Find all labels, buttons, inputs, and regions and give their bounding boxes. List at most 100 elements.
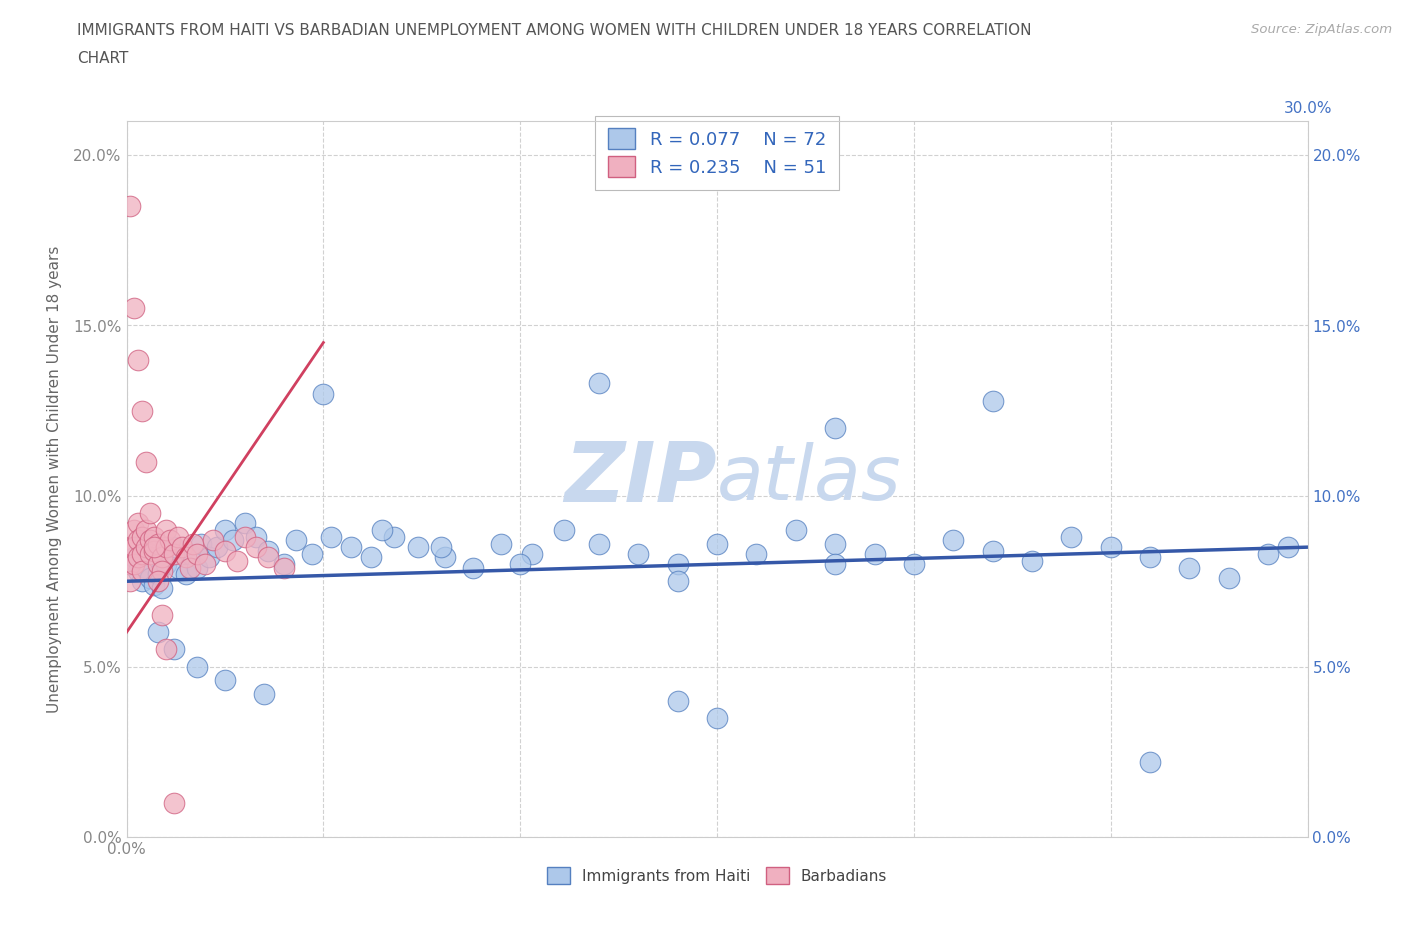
Point (903, 557, 925, 572)
Point (489, 537, 512, 551)
Point (588, 376, 610, 391)
Point (166, 529, 188, 544)
Point (257, 543, 280, 558)
Text: IMMIGRANTS FROM HAITI VS BARBADIAN UNEMPLOYMENT AMONG WOMEN WITH CHILDREN UNDER : IMMIGRANTS FROM HAITI VS BARBADIAN UNEMP… (77, 23, 1032, 38)
Point (321, 529, 343, 544)
Point (183, 537, 205, 551)
Text: Source: ZipAtlas.com: Source: ZipAtlas.com (1251, 23, 1392, 36)
Point (146, 537, 169, 551)
Point (627, 547, 650, 562)
Point (135, 455, 157, 470)
Point (127, 516, 149, 531)
Point (706, 711, 728, 725)
Point (225, 553, 247, 568)
Point (301, 547, 323, 562)
Point (520, 547, 543, 562)
Point (139, 570, 162, 585)
Point (139, 533, 162, 548)
Point (824, 537, 846, 551)
Point (284, 533, 307, 548)
Point (1178, 560, 1201, 575)
Point (127, 352, 149, 367)
Point (159, 533, 181, 548)
Point (124, 523, 146, 538)
Point (1099, 539, 1122, 554)
Point (139, 506, 162, 521)
Point (127, 533, 149, 548)
Point (127, 550, 149, 565)
Text: atlas: atlas (717, 442, 901, 516)
Point (1060, 529, 1083, 544)
Point (120, 557, 142, 572)
Point (202, 533, 225, 548)
Point (120, 574, 142, 589)
Point (143, 529, 166, 544)
Point (135, 560, 157, 575)
Point (131, 574, 153, 589)
Point (179, 547, 201, 562)
Point (371, 523, 394, 538)
Point (124, 557, 146, 572)
Point (1218, 570, 1240, 585)
Point (120, 199, 142, 214)
Point (190, 537, 212, 551)
Point (273, 557, 295, 572)
Point (434, 550, 457, 565)
Point (233, 529, 256, 544)
Point (150, 564, 173, 578)
Point (143, 578, 166, 592)
Point (150, 550, 173, 565)
Point (273, 560, 295, 575)
Point (666, 693, 689, 708)
Point (194, 557, 217, 572)
Point (120, 557, 142, 572)
Point (163, 795, 186, 810)
Point (131, 547, 153, 562)
Point (245, 529, 267, 544)
Point (1021, 553, 1043, 568)
Text: CHART: CHART (77, 51, 129, 66)
Point (461, 560, 484, 575)
Point (666, 557, 689, 572)
Point (146, 567, 169, 582)
Point (312, 386, 335, 401)
Point (1139, 754, 1161, 769)
Point (179, 560, 201, 575)
Point (135, 539, 157, 554)
Legend: Immigrants from Haiti, Barbadians: Immigrants from Haiti, Barbadians (541, 861, 893, 890)
Point (186, 659, 208, 674)
Point (214, 672, 236, 687)
Point (382, 529, 405, 544)
Point (155, 539, 177, 554)
Point (186, 560, 208, 575)
Point (170, 539, 193, 554)
Point (222, 533, 245, 548)
Point (163, 547, 186, 562)
Point (253, 686, 276, 701)
Text: ZIP: ZIP (564, 438, 717, 520)
Point (257, 550, 280, 565)
Point (1257, 547, 1279, 562)
Point (824, 420, 846, 435)
Point (198, 550, 221, 565)
Point (186, 547, 208, 562)
Point (163, 539, 186, 554)
Point (360, 550, 382, 565)
Point (340, 539, 363, 554)
Point (785, 523, 807, 538)
Point (131, 404, 153, 418)
Point (131, 564, 153, 578)
Point (150, 580, 173, 595)
Point (155, 557, 177, 572)
Point (146, 625, 169, 640)
Point (163, 642, 186, 657)
Point (1139, 550, 1161, 565)
Point (205, 539, 228, 554)
Point (406, 539, 429, 554)
Point (131, 529, 153, 544)
Point (863, 547, 886, 562)
Point (124, 539, 146, 554)
Point (127, 564, 149, 578)
Point (135, 523, 157, 538)
Point (146, 574, 169, 589)
